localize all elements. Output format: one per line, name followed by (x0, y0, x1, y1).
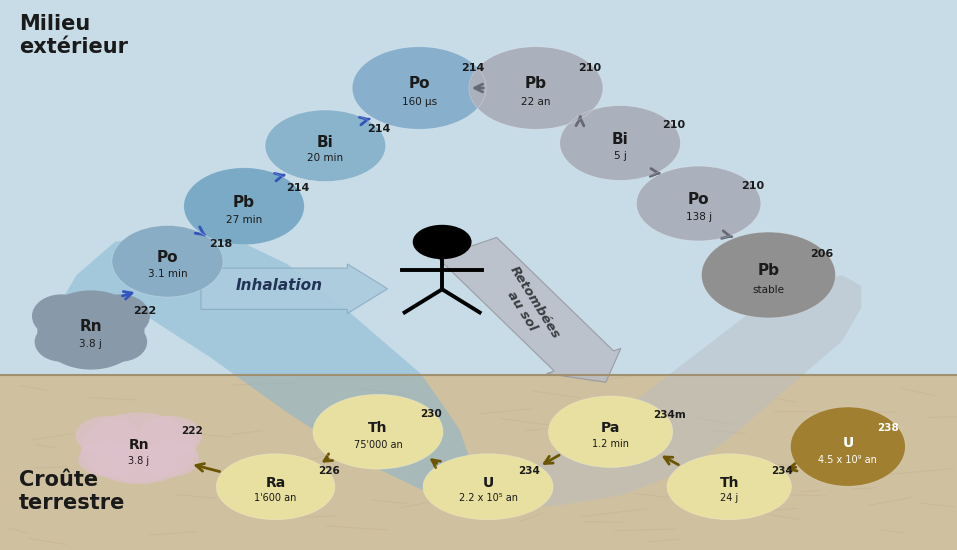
Ellipse shape (32, 294, 91, 338)
Ellipse shape (34, 322, 88, 362)
Ellipse shape (139, 416, 202, 455)
Text: Po: Po (688, 192, 709, 207)
Text: 234: 234 (518, 466, 540, 476)
Text: 234m: 234m (653, 410, 685, 420)
Ellipse shape (469, 47, 603, 129)
Text: 210: 210 (662, 120, 685, 130)
Text: 214: 214 (367, 124, 390, 134)
Text: Milieu
extérieur: Milieu extérieur (19, 14, 128, 57)
Text: 2.2 x 10⁵ an: 2.2 x 10⁵ an (458, 493, 518, 503)
Text: Pb: Pb (525, 76, 546, 91)
Text: 27 min: 27 min (226, 214, 262, 225)
Text: 160 μs: 160 μs (402, 97, 436, 107)
Ellipse shape (352, 47, 486, 129)
Text: Rn: Rn (128, 438, 149, 452)
FancyArrow shape (437, 238, 621, 382)
Ellipse shape (94, 322, 147, 362)
Bar (0, 375, 957, 550)
Text: Th: Th (368, 421, 388, 435)
Circle shape (413, 226, 471, 258)
Ellipse shape (790, 407, 905, 486)
Ellipse shape (667, 454, 791, 520)
Text: Pb: Pb (234, 195, 255, 210)
Ellipse shape (636, 166, 761, 241)
Ellipse shape (81, 412, 196, 484)
Text: 222: 222 (181, 426, 203, 436)
Text: Inhalation: Inhalation (235, 278, 323, 294)
Text: 214: 214 (461, 63, 484, 73)
Ellipse shape (313, 394, 443, 469)
Text: 238: 238 (878, 422, 900, 433)
Text: Bi: Bi (317, 135, 334, 150)
Ellipse shape (548, 396, 673, 468)
Text: 20 min: 20 min (307, 153, 344, 163)
Ellipse shape (184, 168, 304, 245)
Text: Th: Th (720, 476, 739, 491)
Text: Retombées
au sol: Retombées au sol (494, 264, 563, 350)
Text: 3.8 j: 3.8 j (128, 456, 149, 466)
Text: Po: Po (409, 76, 430, 91)
Text: Rn: Rn (79, 318, 102, 333)
Polygon shape (459, 275, 861, 506)
Text: Ra: Ra (265, 476, 286, 491)
Ellipse shape (37, 290, 145, 370)
Text: 214: 214 (286, 183, 309, 192)
FancyArrow shape (201, 264, 388, 314)
Bar (0, 0, 957, 375)
Text: 218: 218 (210, 239, 233, 249)
Text: 222: 222 (133, 306, 156, 316)
Text: stable: stable (752, 285, 785, 295)
Text: Pb: Pb (758, 263, 779, 278)
Ellipse shape (91, 294, 150, 338)
Text: 1.2 min: 1.2 min (592, 439, 629, 449)
Ellipse shape (701, 232, 835, 318)
Text: 210: 210 (741, 180, 764, 190)
Text: Croûte
terrestre: Croûte terrestre (19, 470, 125, 514)
Text: 5 j: 5 j (613, 151, 627, 161)
Ellipse shape (101, 447, 176, 482)
Ellipse shape (56, 328, 125, 367)
Polygon shape (38, 231, 478, 495)
Ellipse shape (76, 416, 139, 455)
Text: Pa: Pa (601, 421, 620, 435)
Text: U: U (842, 436, 854, 450)
Text: 3.1 min: 3.1 min (147, 269, 188, 279)
Ellipse shape (216, 454, 335, 520)
Text: 75'000 an: 75'000 an (354, 440, 402, 450)
Text: 234: 234 (771, 466, 793, 476)
Ellipse shape (142, 441, 199, 477)
Text: 1'600 an: 1'600 an (255, 493, 297, 503)
Ellipse shape (560, 106, 680, 180)
Text: 206: 206 (811, 249, 834, 260)
Text: 230: 230 (420, 409, 442, 419)
Text: U: U (482, 476, 494, 491)
Text: 22 an: 22 an (522, 97, 550, 107)
Ellipse shape (265, 110, 386, 182)
Text: 138 j: 138 j (685, 212, 712, 222)
Text: 4.5 x 10⁹ an: 4.5 x 10⁹ an (818, 455, 878, 465)
Text: Po: Po (157, 250, 178, 265)
Text: 24 j: 24 j (720, 493, 739, 503)
Text: 3.8 j: 3.8 j (79, 339, 102, 349)
Ellipse shape (423, 454, 553, 520)
Ellipse shape (78, 441, 136, 477)
Text: 210: 210 (578, 63, 601, 73)
Ellipse shape (112, 226, 223, 297)
Text: Bi: Bi (612, 132, 629, 147)
Text: 226: 226 (318, 466, 340, 476)
